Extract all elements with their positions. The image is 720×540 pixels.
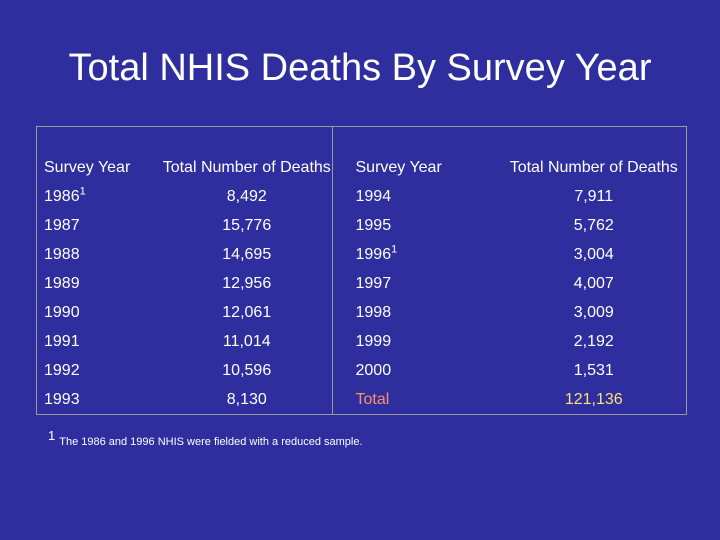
column-divider <box>332 182 349 211</box>
deaths-cell: 8,130 <box>154 385 333 415</box>
table-row: 1987 15,776 1995 5,762 <box>36 211 687 240</box>
footnote-ref: 1 <box>391 243 398 256</box>
header-survey-year-left: Survey Year <box>36 126 155 182</box>
deaths-cell: 1,531 <box>494 356 687 385</box>
deaths-cell: 15,776 <box>222 216 272 234</box>
survey-year-cell: 1997 <box>349 269 495 298</box>
survey-year-value: 1988 <box>44 245 80 263</box>
deaths-cell: 5,762 <box>494 211 687 240</box>
survey-year-value: 1999 <box>355 332 392 350</box>
header-survey-year-right: Survey Year <box>348 126 495 182</box>
footnote-marker: 1 <box>48 428 56 444</box>
deaths-cell: 12,061 <box>222 303 272 321</box>
deaths-cell: 12,956 <box>222 274 272 292</box>
column-divider <box>332 298 349 327</box>
total-deaths-cell: 121,136 <box>494 385 687 415</box>
header-total-deaths-right: Total Number of Deaths <box>494 126 687 182</box>
slide-title: Total NHIS Deaths By Survey Year <box>68 47 652 89</box>
footnote-ref: 1 <box>79 185 86 198</box>
deaths-table: Survey Year Total Number of Deaths Surve… <box>36 126 687 415</box>
survey-year-cell: 1993 <box>36 385 155 415</box>
survey-year-cell: 1995 <box>349 211 495 240</box>
table-row: 19861 8,492 1994 7,911 <box>36 182 687 211</box>
deaths-cell: 8,492 <box>226 187 267 205</box>
survey-year-value: 1990 <box>44 303 80 321</box>
deaths-cell: 10,596 <box>222 361 272 379</box>
survey-year-value: Total <box>355 390 390 408</box>
table-row: 1992 10,596 2000 1,531 <box>36 356 687 385</box>
survey-year-value: 1997 <box>355 274 392 292</box>
survey-year-cell: 1992 <box>36 356 155 385</box>
footnote-text: The 1986 and 1996 NHIS were fielded with… <box>59 436 363 448</box>
survey-year-cell: 1987 <box>36 211 155 240</box>
survey-year-value: 1986 <box>44 187 80 205</box>
survey-year-cell: 1998 <box>349 298 495 327</box>
table-row: 1988 14,695 19961 3,004 <box>36 240 687 269</box>
survey-year-value: 1994 <box>355 187 392 205</box>
survey-year-value: 1987 <box>44 216 80 234</box>
footnote: 1 The 1986 and 1996 NHIS were fielded wit… <box>48 429 363 448</box>
survey-year-value: 1995 <box>355 216 392 234</box>
deaths-cell: 4,007 <box>494 269 687 298</box>
table-header-row: Survey Year Total Number of Deaths Surve… <box>36 126 687 182</box>
survey-year-cell: 1991 <box>36 327 155 356</box>
deaths-cell: 14,695 <box>222 245 272 263</box>
survey-year-cell: 1999 <box>349 327 495 356</box>
survey-year-cell: 1989 <box>36 269 155 298</box>
table-row: 1990 12,061 1998 3,009 <box>36 298 687 327</box>
survey-year-value: 1993 <box>44 390 80 408</box>
column-divider <box>332 211 349 240</box>
header-total-deaths-left: Total Number of Deaths <box>154 126 333 182</box>
total-label-cell: Total <box>348 385 495 415</box>
deaths-cell: 3,004 <box>494 240 687 269</box>
survey-year-value: 1996 <box>355 245 392 263</box>
column-divider <box>332 269 349 298</box>
survey-year-value: 1989 <box>44 274 80 292</box>
column-divider <box>332 356 349 385</box>
survey-year-cell: 1994 <box>349 182 495 211</box>
survey-year-cell: 19861 <box>36 182 155 211</box>
table-row: 1989 12,956 1997 4,007 <box>36 269 687 298</box>
survey-year-value: 2000 <box>355 361 392 379</box>
survey-year-value: 1992 <box>44 361 80 379</box>
column-divider <box>332 240 349 269</box>
deaths-cell: 2,192 <box>494 327 687 356</box>
survey-year-cell: 2000 <box>349 356 495 385</box>
column-divider <box>332 385 349 415</box>
survey-year-cell: 1988 <box>36 240 155 269</box>
column-divider <box>332 327 349 356</box>
deaths-cell: 7,911 <box>494 182 687 211</box>
table-row: 1993 8,130 Total 121,136 <box>36 385 687 415</box>
survey-year-cell: 1990 <box>36 298 155 327</box>
table-row: 1991 11,014 1999 2,192 <box>36 327 687 356</box>
survey-year-value: 1998 <box>355 303 392 321</box>
survey-year-cell: 19961 <box>349 240 495 269</box>
column-divider <box>332 126 349 182</box>
deaths-cell: 11,014 <box>222 332 271 350</box>
deaths-cell: 3,009 <box>494 298 687 327</box>
survey-year-value: 1991 <box>44 332 80 350</box>
